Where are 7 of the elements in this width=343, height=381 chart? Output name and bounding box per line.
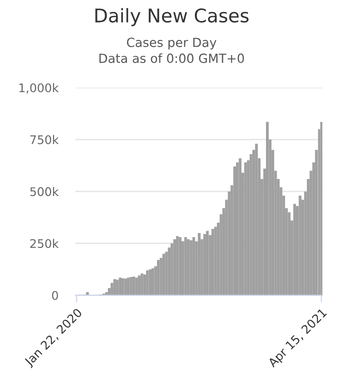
y-tick-label: 0 [52,291,58,300]
chart-subtitle: Cases per Day Data as of 0:00 GMT+0 [99,38,244,64]
chart-title: Daily New Cases [95,8,249,26]
y-tick-label: 750k [30,135,59,144]
y-tick-label: 500k [30,186,59,196]
y-tick-label: 1,000k [19,83,59,94]
y-tick-label: 250k [30,238,59,248]
